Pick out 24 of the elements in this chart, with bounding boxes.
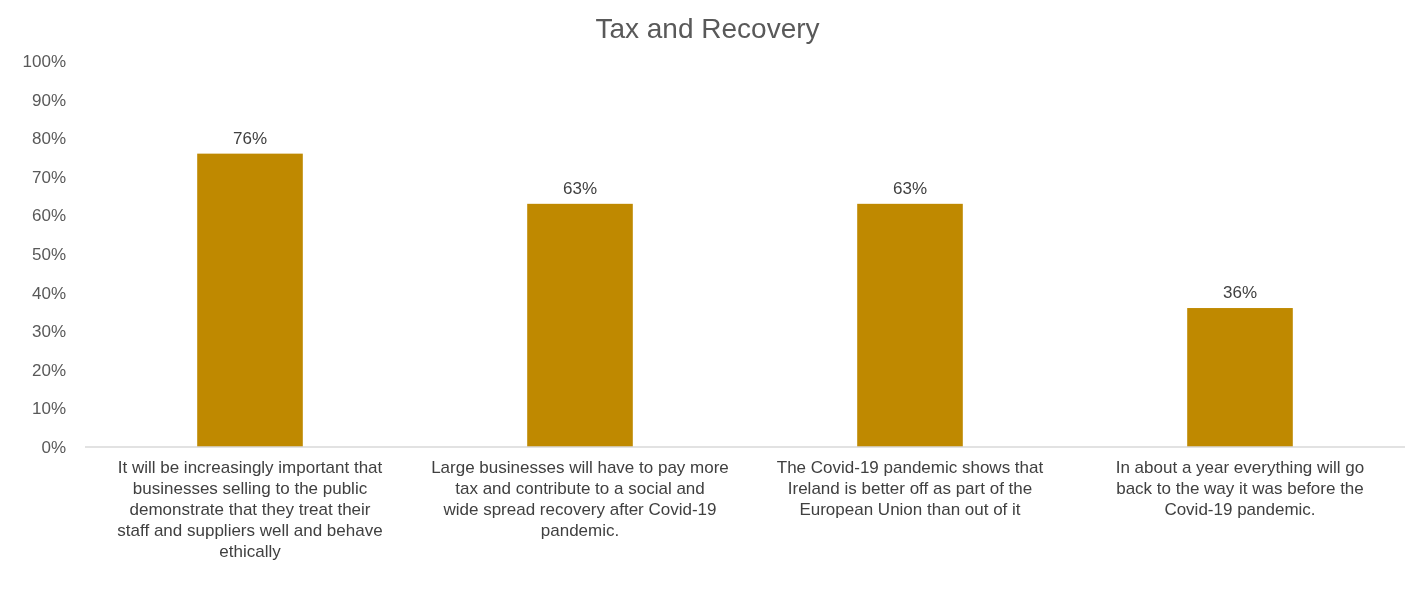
y-tick-label: 70% xyxy=(31,167,66,187)
x-tick-label: The Covid-19 pandemic shows that Ireland is better off as part of the European Union than out of it xyxy=(776,458,1044,519)
bar xyxy=(527,203,633,447)
x-tick-label: Large businesses will have to pay more tax and contribute to a social and wide spread recovery after Covid-19 pandemic. xyxy=(431,458,729,540)
data-label: 36% xyxy=(1222,283,1258,303)
bar xyxy=(197,153,303,447)
y-tick-label: 30% xyxy=(31,322,66,342)
x-tick-label: It will be increasingly important that businesses selling to the public demonstrate that they treat their staff and suppliers well and behave ethically xyxy=(117,458,383,561)
data-label: 63% xyxy=(562,178,598,198)
bar xyxy=(1187,308,1293,447)
y-tick-label: 20% xyxy=(31,360,66,380)
y-tick-label: 80% xyxy=(31,129,66,149)
y-tick-label: 90% xyxy=(31,90,66,110)
y-tick-label: 100% xyxy=(22,51,66,71)
data-label: 76% xyxy=(232,128,268,148)
y-tick-label: 50% xyxy=(31,244,66,264)
bar xyxy=(857,203,963,447)
y-tick-label: 60% xyxy=(31,206,66,226)
y-tick-label: 40% xyxy=(31,283,66,303)
y-tick-label: 10% xyxy=(31,399,66,419)
data-label: 63% xyxy=(892,178,928,198)
chart-title: Tax and Recovery xyxy=(595,13,820,44)
x-tick-label: In about a year everything will go back to the way it was before the Covid-19 pandemic. xyxy=(1115,458,1365,519)
y-tick-label: 0% xyxy=(41,437,66,457)
